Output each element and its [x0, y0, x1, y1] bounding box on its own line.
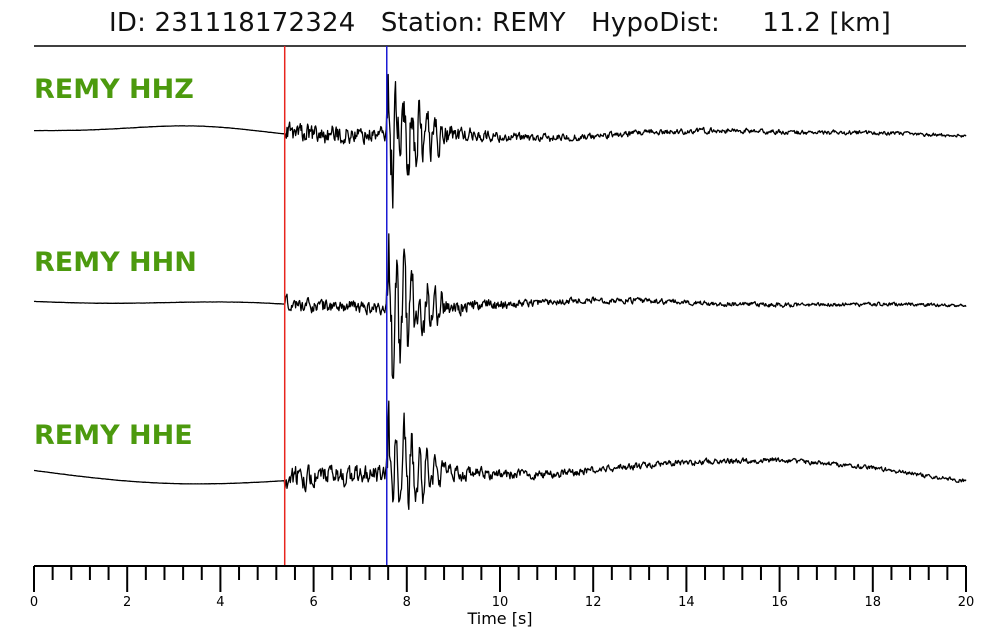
picks-group: [283, 46, 388, 566]
x-tick-label: 16: [771, 595, 788, 610]
channel-label-hhe: REMY HHE: [34, 420, 193, 451]
x-tick-label: 10: [492, 595, 509, 610]
waveform-hhn: [33, 233, 967, 379]
x-tick-label: 20: [958, 595, 975, 610]
x-tick-label: 2: [123, 595, 131, 610]
x-tick-label: 12: [585, 595, 602, 610]
x-tick-label: 18: [865, 595, 882, 610]
chart-title: ID: 231118172324 Station: REMY HypoDist:…: [109, 8, 891, 38]
x-tick-label: 4: [216, 595, 224, 610]
x-tick-label: 0: [30, 595, 38, 610]
channel-label-hhz: REMY HHZ: [34, 74, 194, 105]
x-axis-label: Time [s]: [466, 609, 532, 628]
traces-group: [33, 73, 967, 510]
waveform-hhe: [34, 400, 967, 510]
waveform-hhz: [34, 73, 967, 209]
channel-label-hhn: REMY HHN: [34, 247, 197, 278]
x-tick-label: 14: [678, 595, 695, 610]
x-tick-label: 6: [309, 595, 317, 610]
time-axis: 0 2 4 6 8 10 12 14 16 18 20: [30, 565, 975, 610]
x-tick-label: 8: [403, 595, 411, 610]
